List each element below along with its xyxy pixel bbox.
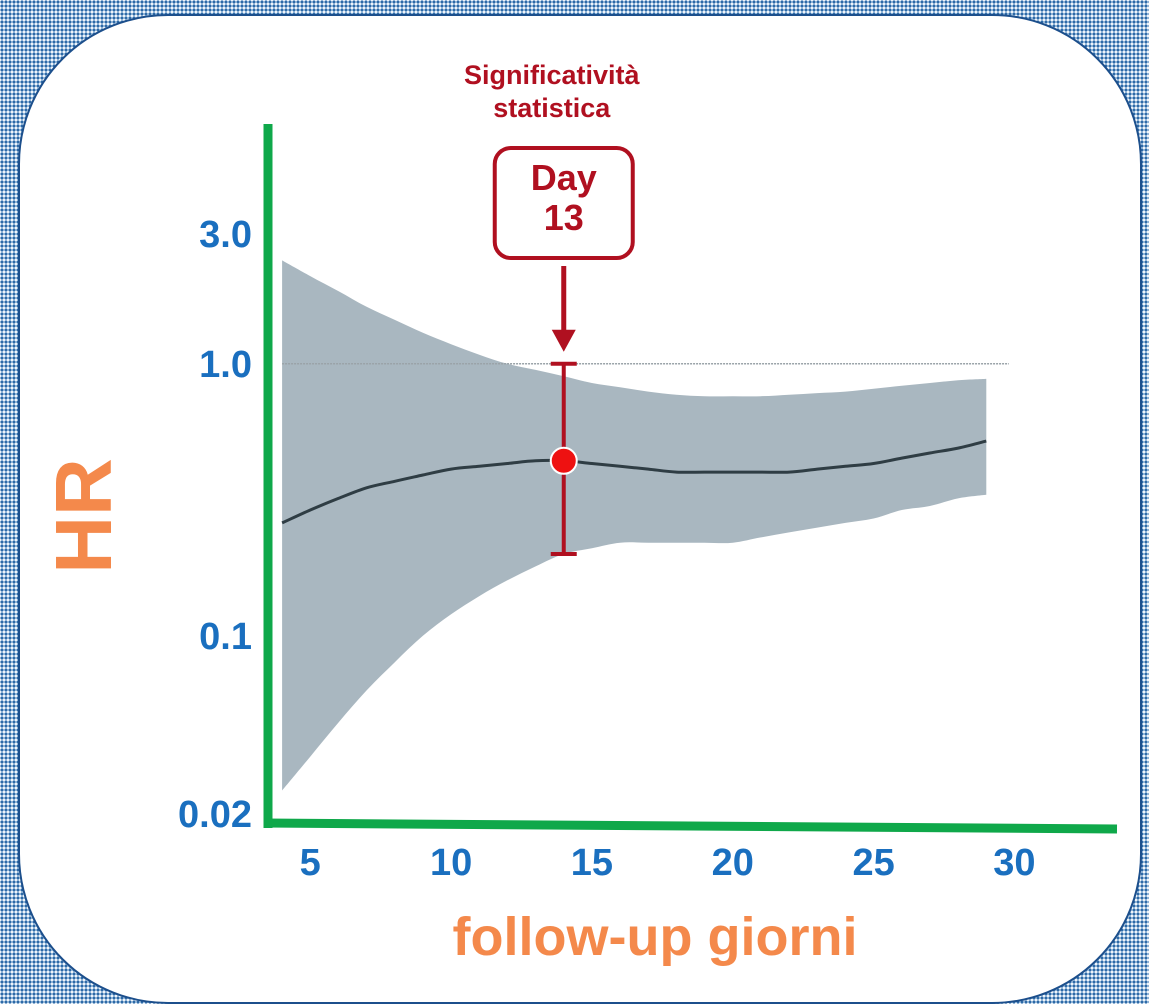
arrow-down-icon xyxy=(551,329,576,352)
y-tick-label: 3.0 xyxy=(199,214,252,256)
y-tick-label: 0.02 xyxy=(178,794,252,836)
highlight-point xyxy=(549,446,578,475)
x-tick-label: 15 xyxy=(571,842,613,884)
x-tick-labels: 5 10 15 20 25 30 xyxy=(300,842,1036,884)
x-axis xyxy=(263,818,1118,834)
y-tick-label: 1.0 xyxy=(199,344,252,386)
day-box xyxy=(492,146,635,260)
y-tick-label: 0.1 xyxy=(199,616,252,658)
axes xyxy=(263,124,1118,834)
significance-caption-line2: statistica xyxy=(493,93,611,123)
confidence-band xyxy=(282,260,987,791)
x-axis-title: follow-up giorni xyxy=(453,907,858,967)
x-tick-label: 30 xyxy=(993,842,1035,884)
x-tick-label: 10 xyxy=(430,842,472,884)
x-tick-label: 5 xyxy=(300,842,321,884)
highlight-marker: Day 13 Significatività statistica xyxy=(464,60,641,556)
hr-chart: Day 13 Significatività statistica 5 10 15 2… xyxy=(39,60,1118,967)
y-tick-labels: 3.0 1.0 0.1 0.02 xyxy=(178,214,252,836)
confidence-band-layer xyxy=(282,260,987,791)
hr-estimate-line xyxy=(281,439,987,525)
day-box-label: Day xyxy=(531,157,597,198)
day-box-value: 13 xyxy=(544,197,584,238)
x-tick-label: 25 xyxy=(852,842,894,884)
significance-caption-line1: Significatività xyxy=(464,60,641,90)
y-axis-title: HR xyxy=(39,458,128,574)
x-tick-label: 20 xyxy=(712,842,754,884)
